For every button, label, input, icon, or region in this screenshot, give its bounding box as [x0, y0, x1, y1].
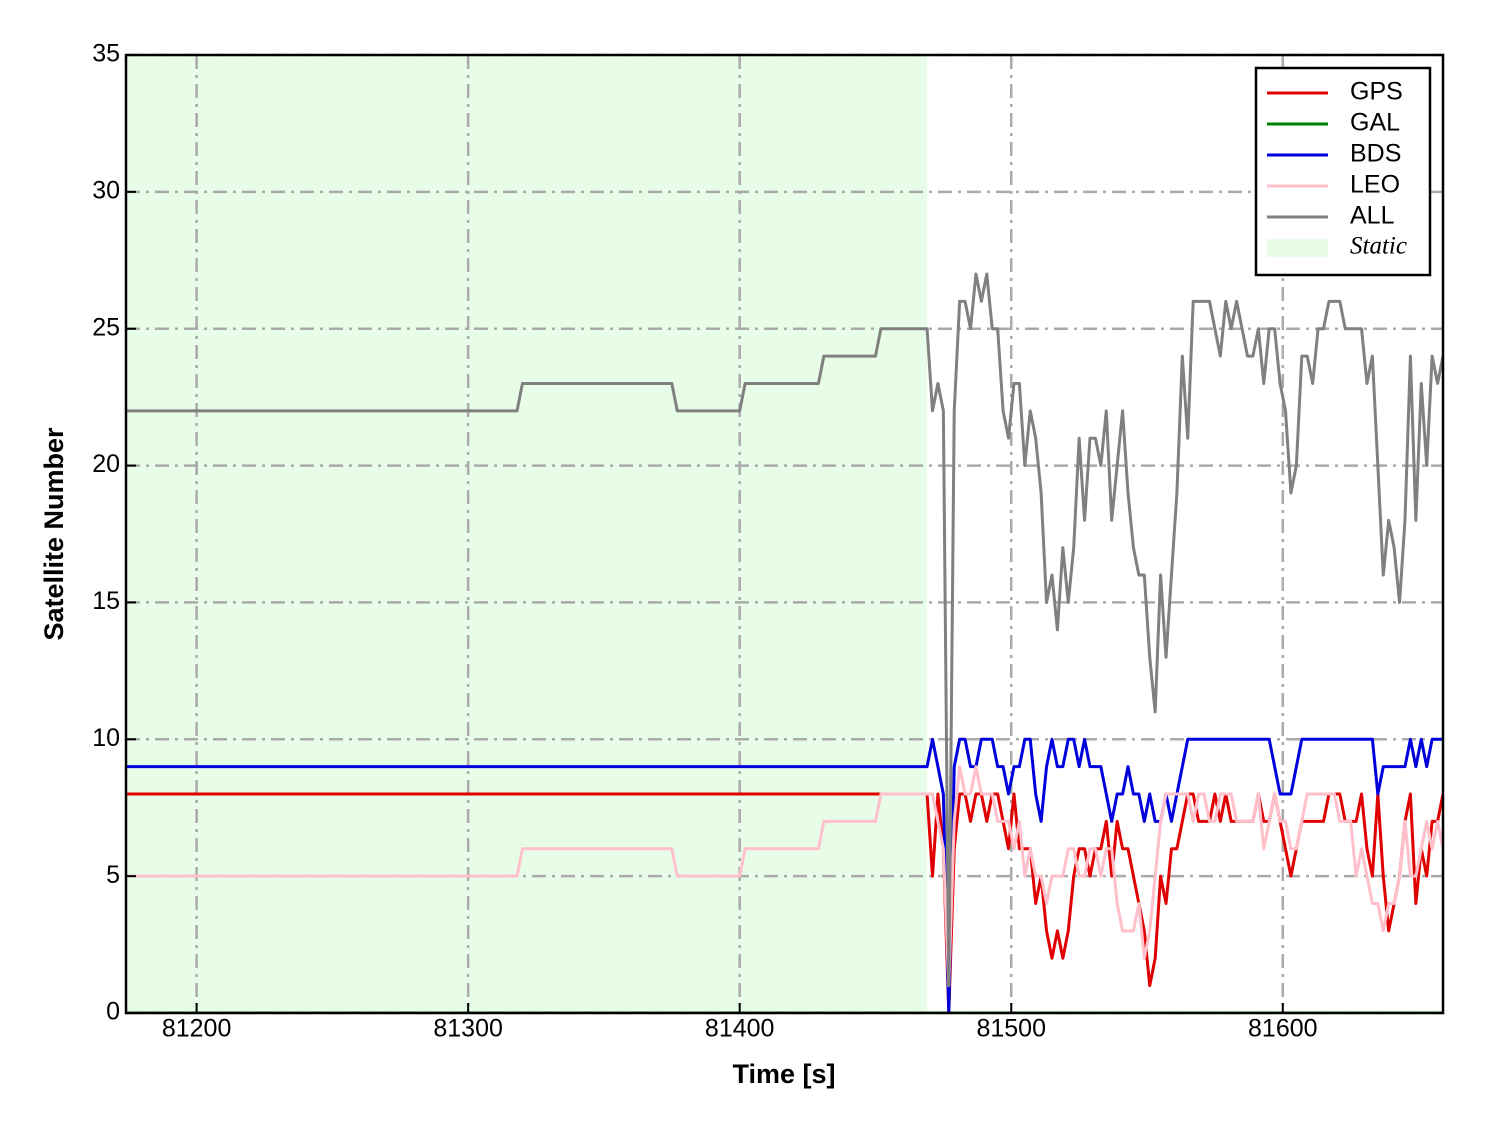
- x-tick-label: 81400: [705, 1015, 775, 1043]
- legend-label: GAL: [1350, 109, 1400, 137]
- x-axis-label: Time [s]: [732, 1059, 835, 1089]
- series-line: [126, 272, 1443, 988]
- y-tick-label: 0: [106, 998, 120, 1026]
- y-tick-label: 30: [92, 176, 120, 204]
- x-tick-label: 81200: [162, 1015, 232, 1043]
- y-tick-label: 20: [92, 450, 120, 478]
- x-tick-label: 81300: [433, 1015, 503, 1043]
- y-tick-label: 5: [106, 861, 120, 889]
- legend-label: ALL: [1350, 202, 1395, 230]
- legend-label: LEO: [1350, 171, 1400, 199]
- legend-label: BDS: [1350, 140, 1401, 168]
- plot-frame: [124, 53, 1445, 1015]
- x-tick-label: 81600: [1248, 1015, 1318, 1043]
- y-axis-label: Satellite Number: [39, 427, 69, 641]
- series-line: [126, 765, 1443, 988]
- legend-swatch: [1267, 239, 1328, 257]
- y-tick-label: 10: [92, 724, 120, 752]
- x-tick-label: 81500: [976, 1015, 1046, 1043]
- static-region: [126, 55, 928, 1013]
- legend: GPS GAL BDS LEO ALL Static: [1254, 66, 1432, 277]
- y-tick-label: 15: [92, 587, 120, 615]
- axes: 81200 81300 81400 81500 81600 0 5 10 15 20 25 30 35: [92, 40, 1445, 1043]
- y-tick-label: 25: [92, 313, 120, 341]
- plot-background: [126, 55, 928, 1013]
- lines: [126, 272, 1443, 1013]
- legend-label: Static: [1350, 233, 1407, 260]
- series-line: [126, 737, 1443, 1013]
- legend-label: GPS: [1350, 78, 1403, 106]
- y-tick-label: 35: [92, 40, 120, 68]
